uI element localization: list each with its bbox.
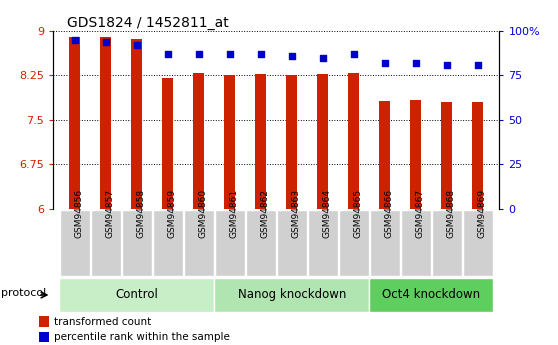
Bar (410, 100, 421, 209)
Text: transformed count: transformed count (54, 317, 151, 327)
Text: GSM94857: GSM94857 (105, 189, 115, 238)
Text: GSM94862: GSM94862 (261, 189, 270, 238)
Bar (318, 74, 328, 209)
Bar (60, 210, 90, 276)
Bar (472, 102, 483, 209)
Bar (39, 332, 49, 342)
Point (194, 51, 203, 57)
Text: GSM94856: GSM94856 (75, 189, 84, 238)
Bar (59, 278, 214, 312)
Text: GSM94860: GSM94860 (199, 189, 208, 238)
Bar (401, 210, 431, 276)
Bar (370, 210, 400, 276)
Bar (369, 278, 493, 312)
Bar (339, 210, 369, 276)
Bar (100, 37, 111, 209)
Text: GSM94861: GSM94861 (230, 189, 239, 238)
Bar (256, 74, 266, 209)
Bar (441, 102, 452, 209)
Point (132, 42, 141, 48)
Bar (432, 210, 461, 276)
Text: GSM94858: GSM94858 (137, 189, 146, 238)
Bar (184, 210, 214, 276)
Point (163, 51, 172, 57)
Text: percentile rank within the sample: percentile rank within the sample (54, 332, 230, 342)
Text: Oct4 knockdown: Oct4 knockdown (382, 288, 480, 302)
Bar (131, 39, 142, 209)
Text: GSM94865: GSM94865 (354, 189, 363, 238)
Text: GDS1824 / 1452811_at: GDS1824 / 1452811_at (67, 16, 229, 30)
Bar (348, 72, 359, 209)
Bar (277, 210, 306, 276)
Text: Control: Control (116, 288, 158, 302)
Point (318, 55, 327, 60)
Point (442, 62, 451, 68)
Text: GSM94868: GSM94868 (447, 189, 456, 238)
Point (380, 60, 389, 66)
Point (411, 60, 420, 66)
Bar (224, 76, 235, 209)
Bar (91, 210, 121, 276)
Text: GSM94866: GSM94866 (384, 189, 394, 238)
Bar (193, 72, 204, 209)
Bar (39, 316, 49, 327)
Bar (215, 210, 244, 276)
Point (101, 39, 110, 45)
Text: GSM94864: GSM94864 (323, 189, 331, 238)
Point (70, 37, 79, 43)
Text: Nanog knockdown: Nanog knockdown (238, 288, 346, 302)
Text: protocol: protocol (1, 288, 46, 298)
Bar (379, 101, 390, 209)
Point (256, 51, 265, 57)
Text: GSM94867: GSM94867 (416, 189, 425, 238)
Bar (162, 78, 173, 209)
Bar (463, 210, 493, 276)
Bar (286, 76, 297, 209)
Text: GSM94863: GSM94863 (292, 189, 301, 238)
Point (349, 51, 358, 57)
Bar (69, 37, 80, 209)
Bar (308, 210, 338, 276)
Bar (153, 210, 182, 276)
Text: GSM94859: GSM94859 (168, 189, 177, 238)
Bar (214, 278, 369, 312)
Text: GSM94869: GSM94869 (478, 189, 487, 238)
Point (225, 51, 234, 57)
Bar (122, 210, 152, 276)
Point (473, 62, 482, 68)
Point (287, 53, 296, 59)
Bar (246, 210, 276, 276)
